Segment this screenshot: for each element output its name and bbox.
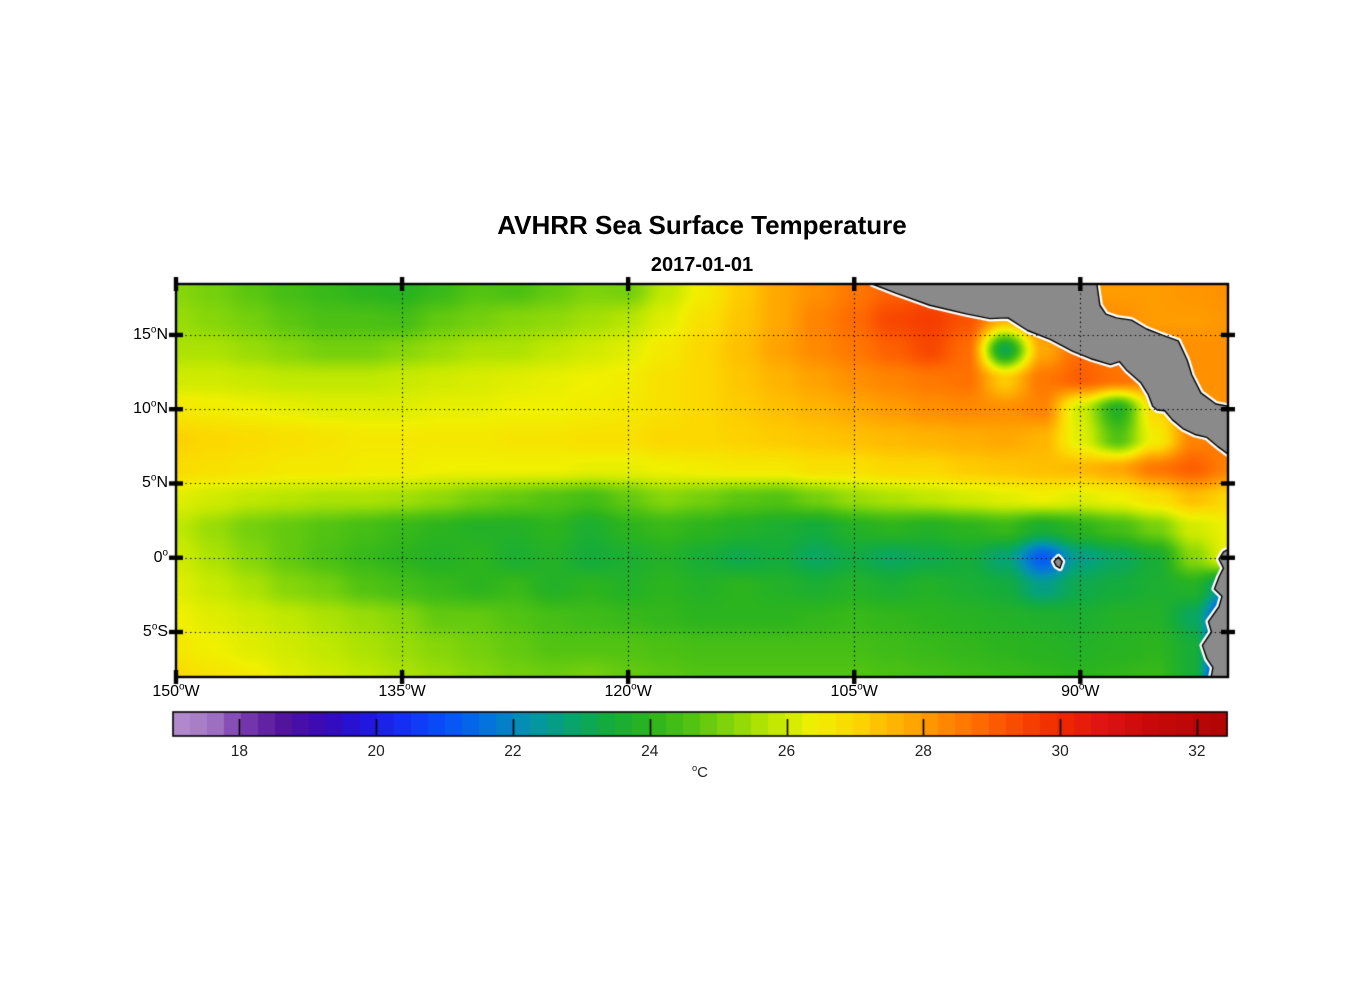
x-tick-label: 105oW: [830, 681, 878, 700]
x-tick-label: 90oW: [1061, 681, 1100, 700]
colorbar-tick-label: 32: [1188, 743, 1206, 760]
y-tick-label: 10oN: [133, 398, 168, 418]
y-tick-label: 15oN: [133, 324, 168, 343]
colorbar-tick-label: 20: [367, 743, 385, 760]
colorbar-tick-label: 22: [504, 743, 522, 760]
colorbar-tick-label: 30: [1051, 743, 1069, 760]
colorbar-unit-label: oC: [691, 763, 708, 781]
colorbar-tick-label: 24: [641, 743, 659, 760]
y-tick-label: 5oN: [142, 473, 168, 492]
x-tick-label: 135oW: [378, 681, 426, 700]
y-tick-label: 0o: [153, 547, 168, 566]
x-tick-label: 120oW: [604, 681, 652, 700]
figure-subtitle: 2017-01-01: [650, 254, 754, 276]
colorbar-tick-label: 26: [777, 743, 796, 760]
figure-title: AVHRR Sea Surface Temperature: [497, 210, 907, 240]
colorbar-tick-label: 18: [230, 743, 248, 760]
y-tick-label: 5oS: [142, 621, 168, 640]
colorbar-tick-label: 28: [914, 743, 932, 760]
x-tick-label: 150oW: [152, 681, 200, 700]
